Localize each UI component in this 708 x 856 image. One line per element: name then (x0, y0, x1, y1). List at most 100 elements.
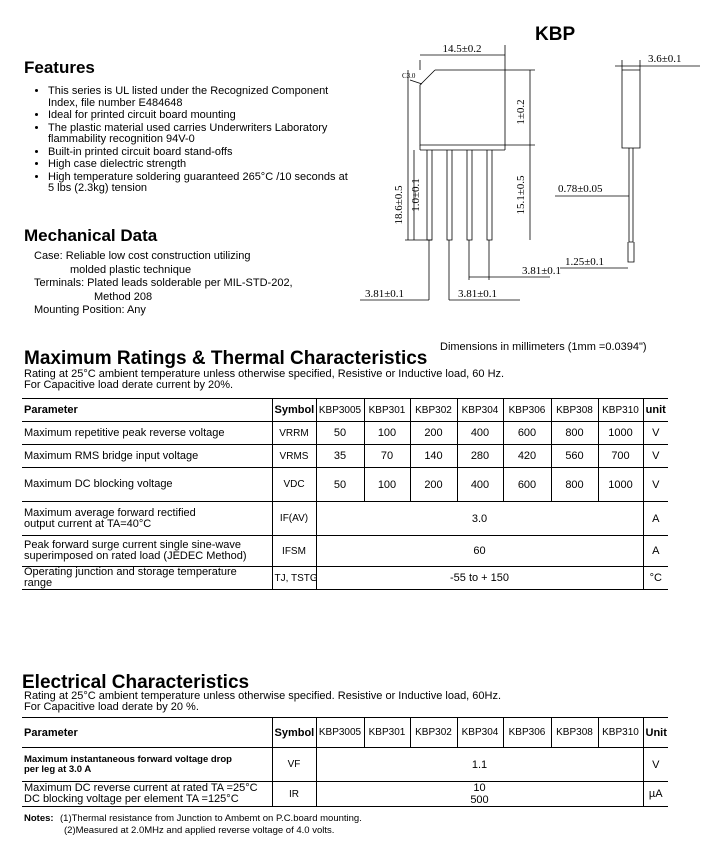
header-row: Parameter Symbol KBP3005 KBP301 KBP302 KBP304… (22, 398, 668, 422)
header-cell: Symbol (271, 717, 317, 748)
parameter-line: DC blocking voltage per element TA =125°… (24, 793, 239, 805)
header-cell: KBP3005 (315, 398, 365, 422)
header-cell: KBP308 (550, 717, 599, 748)
value-cell: 400 (456, 421, 504, 445)
parameter-cell: Maximum RMS bridge input voltage (22, 444, 273, 468)
value-line: 10 (473, 782, 486, 795)
parameter-line: Maximum instantaneous forward voltage dr… (24, 753, 232, 765)
symbol-cell: TJ, TSTG (271, 566, 317, 590)
parameter-line: Maximum average forward rectified (24, 506, 196, 519)
feature-item: The plastic material used carries Underw… (48, 122, 348, 146)
value-line: 500 (470, 794, 489, 806)
value-line: 1.1 (471, 758, 488, 771)
mechanical-data: Case: Reliable low cost construction uti… (34, 250, 293, 318)
unit-cell: V (642, 747, 668, 782)
value-cell: 50 (315, 467, 365, 502)
mech-line: Terminals: Plated leads solderable per M… (34, 277, 293, 289)
value-cell: 10 500 (315, 781, 644, 807)
parameter-cell: Maximum DC blocking voltage (22, 467, 273, 502)
mech-line: molded plastic technique (70, 263, 192, 276)
parameter-line: output current at TA=40°C (24, 517, 152, 530)
value-line: 3.0 (471, 512, 488, 525)
header-cell: unit (642, 398, 668, 422)
header-cell: KBP301 (363, 398, 411, 422)
parameter-cell: Maximum average forward rectified output … (22, 501, 273, 536)
dim-label: 3.81±0.1 (365, 288, 404, 300)
symbol-cell: VF (271, 747, 317, 782)
value-cell: 600 (502, 421, 552, 445)
header-row: Parameter Symbol KBP3005 KBP301 KBP302 KBP304… (22, 717, 668, 748)
value-cell: 1000 (597, 467, 644, 502)
symbol-cell: IR (271, 781, 317, 807)
dim-label: 1±0.2 (515, 99, 527, 124)
value-cell: 280 (456, 444, 504, 468)
parameter-line: Maximum DC blocking voltage (24, 478, 173, 490)
header-cell: KBP302 (409, 398, 458, 422)
dim-label: 15.1±0.5 (515, 175, 527, 215)
header-cell: KBP310 (597, 398, 644, 422)
header-cell: KBP301 (363, 717, 411, 748)
package-name: KBP (535, 24, 575, 45)
header-cell: Parameter (22, 398, 273, 422)
parameter-cell: Operating junction and storage temperatu… (22, 566, 273, 590)
feature-item: Ideal for printed circuit board mounting (48, 109, 348, 122)
value-cell: 100 (363, 467, 411, 502)
feature-item: This series is UL listed under the Recog… (48, 85, 348, 109)
dim-label: 3.6±0.1 (648, 53, 682, 65)
side-lead-tip (627, 242, 635, 263)
dim-label: 1.0±0.1 (410, 178, 422, 212)
value-cell: 50 (315, 421, 365, 445)
value-cell: 70 (363, 444, 411, 468)
dimensions-note: Dimensions in millimeters (1mm =0.0394") (440, 341, 647, 353)
feature-item: Built-in printed circuit board stand-off… (48, 146, 348, 159)
electrical-title: Electrical Characteristics (22, 672, 250, 693)
mech-line: Method 208 (94, 290, 153, 303)
parameter-line: range (24, 577, 53, 589)
condition: For Capacitive load derate current by 20… (24, 379, 234, 391)
parameter-cell: Maximum instantaneous forward voltage dr… (22, 747, 273, 782)
mechanical-title: Mechanical Data (24, 226, 158, 245)
symbol-cell: VRRM (271, 421, 317, 445)
header-cell: KBP306 (502, 717, 552, 748)
header-cell: KBP310 (597, 717, 644, 748)
unit-cell: A (642, 535, 668, 567)
dim-label: 18.6±0.5 (393, 185, 405, 225)
table-row: Maximum average forward rectified output … (22, 501, 668, 536)
header-cell: KBP308 (550, 398, 599, 422)
value-cell: 200 (409, 467, 458, 502)
value-cell: 35 (315, 444, 365, 468)
symbol-cell: VRMS (271, 444, 317, 468)
feature-item: High case dielectric strength (48, 158, 348, 171)
dim-label: C3.0 (402, 72, 416, 80)
leads (426, 150, 493, 241)
unit-cell: V (642, 421, 668, 445)
unit-cell: V (642, 467, 668, 502)
header-cell: KBP304 (456, 398, 504, 422)
table-row: Peak forward surge current single sine-w… (22, 535, 668, 567)
value-cell: 700 (597, 444, 644, 468)
ratings-title: Maximum Ratings & Thermal Characteristic… (24, 348, 428, 369)
dim-label: 1.25±0.1 (565, 256, 604, 268)
value-cell: 560 (550, 444, 599, 468)
parameter-line: Operating junction and storage temperatu… (24, 566, 237, 578)
ratings-table: Parameter Symbol KBP3005 KBP301 KBP302 KBP304… (22, 398, 668, 590)
dim-label: 14.5±0.2 (442, 43, 481, 55)
table-row: Maximum DC reverse current at rated TA =… (22, 781, 668, 807)
header-cell: KBP304 (456, 717, 504, 748)
condition: Rating at 25°C ambient temperature unles… (24, 368, 505, 380)
value-cell: 800 (550, 467, 599, 502)
symbol-cell: IFSM (271, 535, 317, 567)
value-cell: 60 (315, 535, 644, 567)
dim-label: 3.81±0.1 (522, 265, 561, 277)
symbol-cell: VDC (271, 467, 317, 502)
parameter-line: Maximum RMS bridge input voltage (24, 449, 199, 462)
body-outline (419, 69, 506, 146)
value-cell: 1.1 (315, 747, 644, 782)
symbol-cell: IF(AV) (271, 501, 317, 536)
header-cell: Parameter (22, 717, 273, 748)
parameter-line: Maximum DC reverse current at rated TA =… (24, 782, 258, 794)
table-row: Operating junction and storage temperatu… (22, 566, 668, 590)
condition: For Capacitive load derate by 20 %. (24, 701, 199, 713)
value-cell: -55 to + 150 (315, 566, 644, 590)
